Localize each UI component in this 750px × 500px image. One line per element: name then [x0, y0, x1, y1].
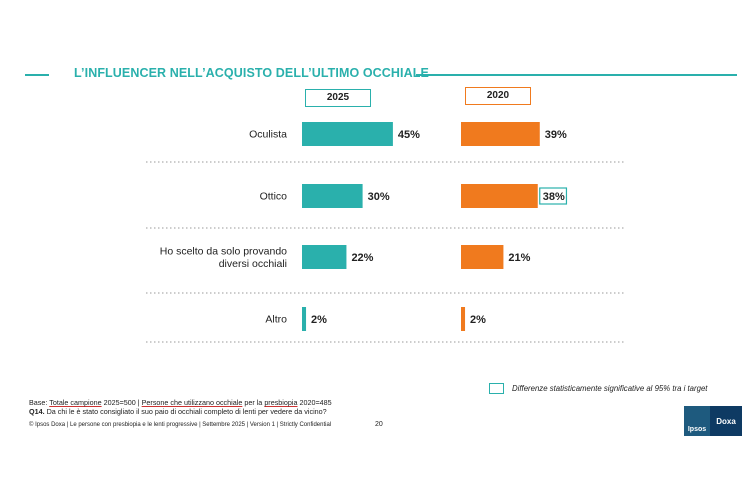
footnote-question: Q14. Da chi le è stato consigliato il su…: [29, 407, 327, 416]
value-label-2025-0: 45%: [398, 129, 420, 141]
footnote-copyright: © Ipsos Doxa | Le persone con presbiopia…: [29, 422, 332, 428]
page-number: 20: [375, 421, 383, 428]
footnote-base: Base: Totale campione 2025=500 | Persone…: [29, 398, 332, 407]
value-label-2020-1: 38%: [543, 191, 565, 203]
bar-2020-2: [461, 245, 504, 269]
title-rule-right: [416, 74, 737, 76]
category-label-1: Ottico: [260, 191, 288, 203]
bar-2020-1: [461, 184, 538, 208]
value-label-2025-1: 30%: [368, 191, 390, 203]
logo-ipsos: Ipsos: [684, 406, 710, 436]
page-title: L’INFLUENCER NELL’ACQUISTO DELL’ULTIMO O…: [74, 66, 429, 80]
bar-2025-1: [302, 184, 363, 208]
significance-legend-swatch: [489, 383, 504, 394]
value-label-2020-3: 2%: [470, 314, 486, 326]
series-label-2025: 2025: [305, 89, 371, 107]
value-label-2020-0: 39%: [545, 129, 567, 141]
logo-doxa: Doxa: [710, 406, 742, 436]
series-label-2020: 2020: [465, 87, 531, 105]
significance-legend-label: Differenze statisticamente significative…: [512, 384, 708, 393]
bar-2020-0: [461, 122, 540, 146]
category-label-0: Oculista: [249, 129, 287, 141]
value-label-2025-3: 2%: [311, 314, 327, 326]
category-label-2: Ho scelto da solo provando diversi occhia…: [160, 245, 287, 270]
bar-2020-3: [461, 307, 466, 331]
significance-marker-2020-1: [539, 187, 568, 205]
category-label-3: Altro: [265, 314, 287, 326]
value-label-2020-2: 21%: [508, 252, 530, 264]
ipsos-doxa-logo: Ipsos Doxa: [684, 406, 742, 436]
title-rule-left: [25, 74, 49, 76]
bar-2025-3: [302, 307, 307, 331]
significance-legend: Differenze statisticamente significative…: [489, 383, 707, 394]
bar-2025-0: [302, 122, 393, 146]
bar-2025-2: [302, 245, 347, 269]
value-label-2025-2: 22%: [351, 252, 373, 264]
